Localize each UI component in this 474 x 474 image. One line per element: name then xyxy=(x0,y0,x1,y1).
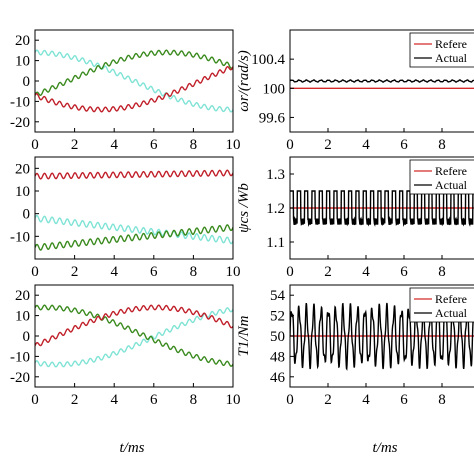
y-tick-label: -10 xyxy=(10,229,30,245)
series-line-phase-2 xyxy=(35,49,233,96)
x-tick-label: 10 xyxy=(226,392,241,408)
series-line-phase-1 xyxy=(35,49,233,113)
y-tick-label: 1.3 xyxy=(266,167,285,183)
series-line-phase-2 xyxy=(35,304,233,367)
x-tick-label: 8 xyxy=(190,137,198,153)
series-line-phase-1 xyxy=(35,169,233,180)
y-tick-label: 99.6 xyxy=(259,110,286,126)
y-tick-label: 10 xyxy=(15,309,30,325)
series-line-phase-3 xyxy=(35,224,233,251)
x-tick-label: 2 xyxy=(324,392,332,408)
series-line-phase-2 xyxy=(35,214,233,245)
y-tick-label: 1.2 xyxy=(266,201,285,217)
x-tick-label: 8 xyxy=(438,264,446,280)
y-tick-label: 0 xyxy=(23,207,31,223)
x-tick-label: 6 xyxy=(400,137,408,153)
y-tick-label: 54 xyxy=(270,288,286,304)
legend-box xyxy=(409,159,474,195)
x-axis-label-left: t/ms xyxy=(119,440,144,456)
x-tick-label: 4 xyxy=(110,264,118,280)
legend-entry: Refere xyxy=(435,164,467,178)
x-tick-label: 10 xyxy=(226,264,241,280)
y-axis-label: ψcs /Wb xyxy=(236,183,252,233)
panel-current-1: 0 2 4 6 8 10 -20 -10 0 10 20 xyxy=(10,29,241,153)
x-tick-label: 6 xyxy=(150,137,158,153)
legend-entry: Refere xyxy=(435,292,467,306)
y-tick-label: 20 xyxy=(15,33,30,49)
x-tick-label: 4 xyxy=(110,392,118,408)
series-line-actual xyxy=(290,79,474,83)
y-tick-label: 48 xyxy=(270,349,285,365)
y-axis-label: T1/Nm xyxy=(236,315,252,356)
x-tick-label: 0 xyxy=(31,137,39,153)
x-tick-label: 8 xyxy=(190,392,198,408)
x-tick-label: 4 xyxy=(362,264,370,280)
x-tick-label: 0 xyxy=(286,264,294,280)
series-line-actual xyxy=(290,190,474,227)
y-tick-label: 100.4 xyxy=(251,52,285,68)
x-axis-label-right: t/ms xyxy=(372,440,397,456)
series-line-phase-3 xyxy=(35,66,233,113)
x-tick-label: 6 xyxy=(400,392,408,408)
x-tick-label: 2 xyxy=(324,264,332,280)
series-line-actual xyxy=(290,301,474,371)
x-tick-label: 10 xyxy=(226,137,241,153)
y-tick-label: 20 xyxy=(15,161,30,177)
y-tick-label: -20 xyxy=(10,370,30,386)
x-tick-label: 6 xyxy=(150,392,158,408)
legend-entry: Actual xyxy=(435,178,468,192)
y-tick-label: 46 xyxy=(270,370,286,386)
x-tick-label: 4 xyxy=(362,392,370,408)
x-tick-label: 8 xyxy=(190,264,198,280)
y-tick-label: 0 xyxy=(23,329,31,345)
plot-frame xyxy=(34,156,234,260)
x-tick-label: 8 xyxy=(438,392,446,408)
y-tick-label: 1.1 xyxy=(266,235,285,251)
x-tick-label: 0 xyxy=(286,137,294,153)
panel-current-3: 0 2 4 6 8 10 -20 -10 0 10 20 xyxy=(10,284,241,408)
plot-frame xyxy=(289,29,474,133)
y-axis-label: ωr/(rad/s) xyxy=(236,50,252,111)
series-line-phase-1 xyxy=(35,307,233,368)
y-tick-label: 0 xyxy=(23,74,31,90)
y-tick-label: -10 xyxy=(10,349,30,365)
x-tick-label: 8 xyxy=(438,137,446,153)
x-tick-label: 2 xyxy=(324,137,332,153)
x-tick-label: 0 xyxy=(31,264,39,280)
x-tick-label: 4 xyxy=(110,137,118,153)
y-tick-label: 10 xyxy=(15,54,30,70)
y-tick-label: -10 xyxy=(10,94,30,110)
x-tick-label: 2 xyxy=(71,392,79,408)
legend-box xyxy=(409,32,474,68)
x-tick-label: 2 xyxy=(71,137,79,153)
y-tick-label: 10 xyxy=(15,184,30,200)
y-tick-label: 100 xyxy=(263,81,286,97)
x-tick-label: 2 xyxy=(71,264,79,280)
x-tick-label: 6 xyxy=(150,264,158,280)
x-tick-label: 0 xyxy=(31,392,39,408)
y-tick-label: 52 xyxy=(270,309,285,325)
plot-frame xyxy=(34,284,234,388)
series-line-phase-3 xyxy=(35,304,233,347)
legend-entry: Actual xyxy=(435,51,468,65)
x-tick-label: 0 xyxy=(286,392,294,408)
legend-box xyxy=(409,287,474,323)
y-tick-label: -20 xyxy=(10,115,30,131)
panel-current-2: 0 2 4 6 8 10 -10 0 10 20 xyxy=(10,156,241,280)
legend-entry: Refere xyxy=(435,37,467,51)
legend-entry: Actual xyxy=(435,306,468,320)
y-tick-label: 20 xyxy=(15,288,30,304)
y-tick-label: 50 xyxy=(270,329,285,345)
x-tick-label: 4 xyxy=(362,137,370,153)
x-tick-label: 6 xyxy=(400,264,408,280)
